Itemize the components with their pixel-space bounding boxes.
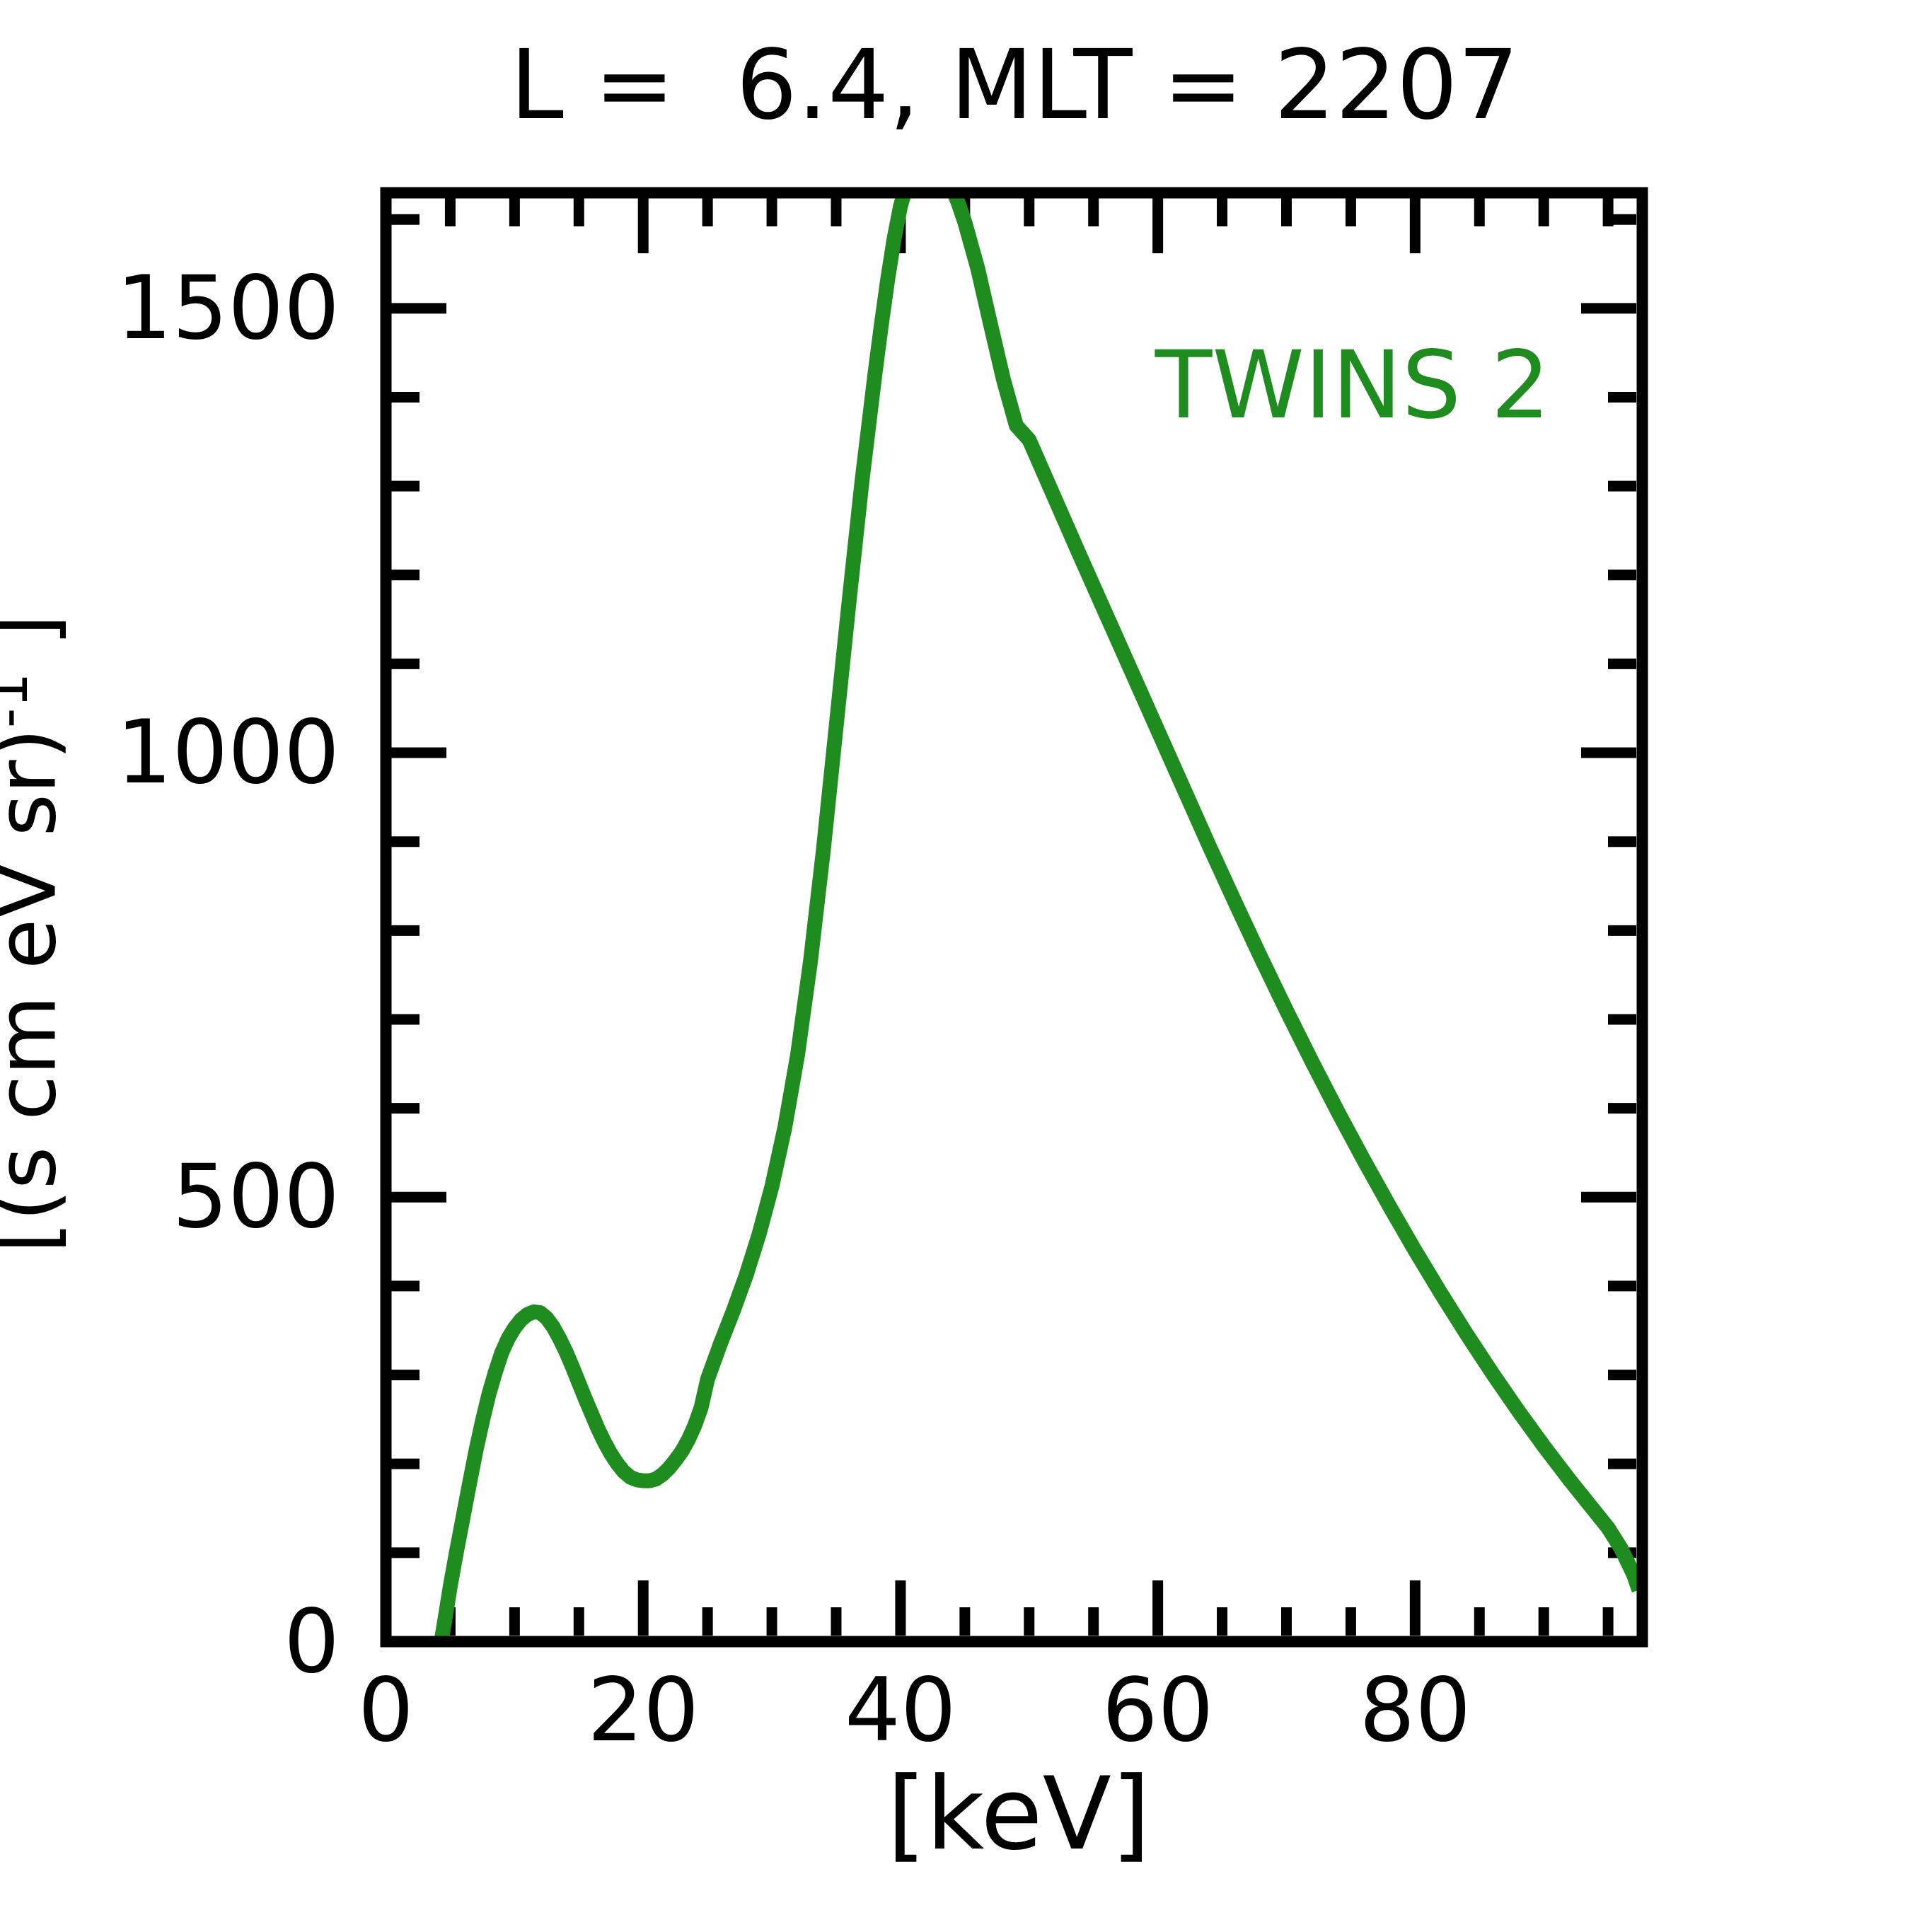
plot-frame xyxy=(380,187,1648,1648)
y-axis-label-units: [(s cm eV sr) xyxy=(0,728,75,1254)
x-tick-label-60: 60 xyxy=(1101,1660,1214,1762)
y-tick-label-500: 500 xyxy=(172,1146,340,1249)
y-axis-label-close-bracket: ] xyxy=(0,614,75,672)
axis-ticks xyxy=(381,198,1636,1647)
y-tick-label-1500: 1500 xyxy=(116,257,340,359)
chart-title: L = 6.4, MLT = 2207 xyxy=(509,30,1520,141)
y-axis-label-exponent: -1 xyxy=(0,672,40,729)
x-axis-label: [keV] xyxy=(886,1756,1151,1873)
y-tick-label-0: 0 xyxy=(284,1590,340,1693)
y-axis-label: [(s cm eV sr)-1 ] xyxy=(0,614,75,1253)
x-tick-label-20: 20 xyxy=(587,1660,700,1762)
legend-label-twins2: TWINS 2 xyxy=(1155,331,1551,440)
x-tick-label-80: 80 xyxy=(1359,1660,1471,1762)
y-tick-label-1000: 1000 xyxy=(116,701,340,804)
x-tick-label-0: 0 xyxy=(358,1660,414,1762)
x-tick-label-40: 40 xyxy=(845,1660,956,1762)
spectrum-curve xyxy=(434,198,1637,1636)
